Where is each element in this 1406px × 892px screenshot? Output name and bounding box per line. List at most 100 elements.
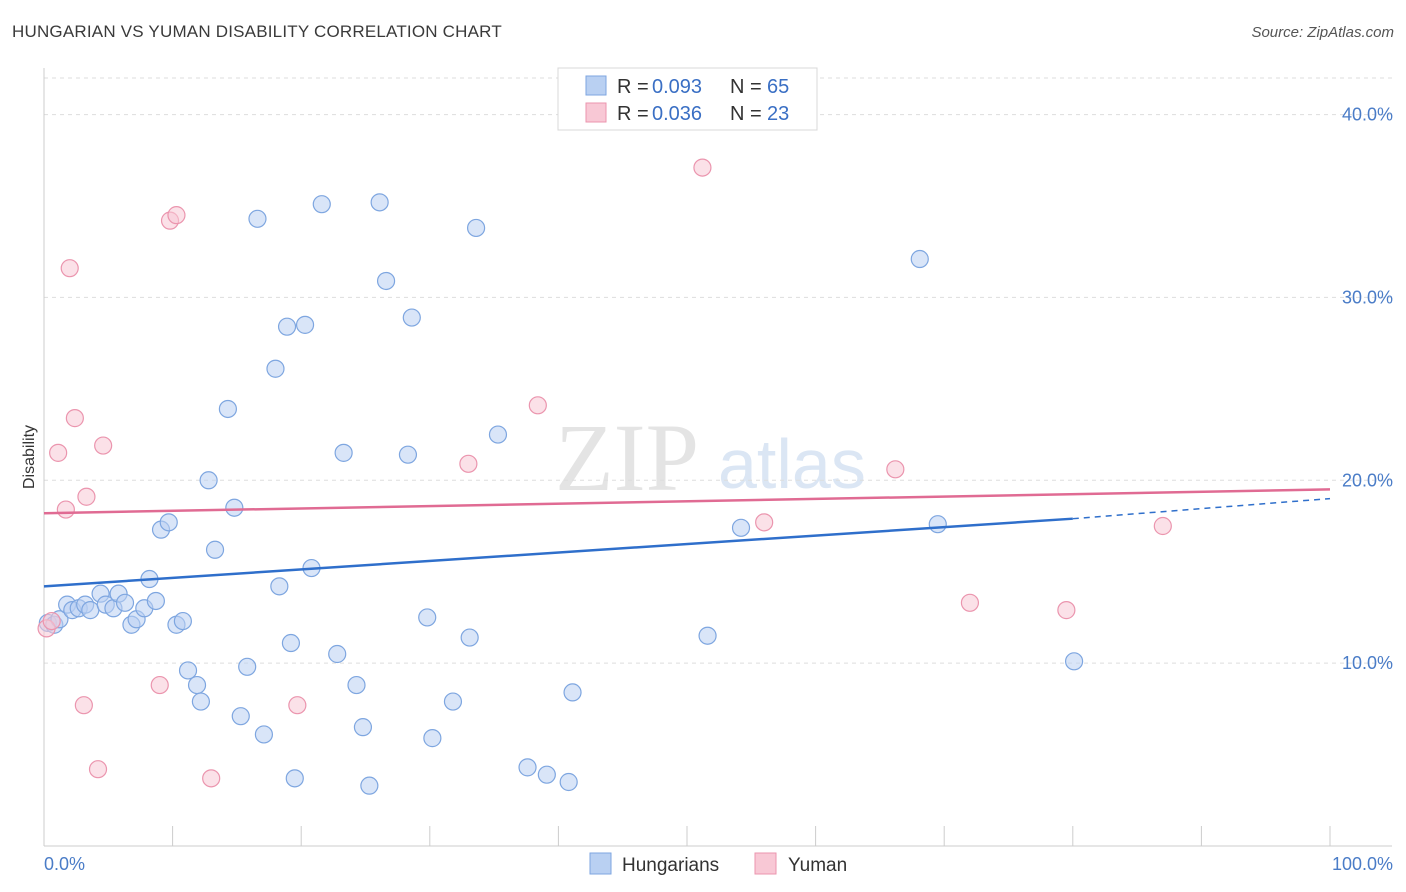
hungarians-point-38	[295, 315, 315, 334]
yuman-point-4	[65, 409, 84, 428]
hungarians-point-64	[1064, 652, 1084, 671]
hungarians-trend-extension	[1072, 497, 1331, 520]
hungarians-point-53	[460, 628, 479, 647]
legend-swatch-hungarians	[585, 75, 607, 96]
yuman-point-21	[1153, 516, 1172, 536]
yuman-point-12	[202, 769, 221, 788]
hungarians-point-40	[312, 195, 331, 214]
legend-r-value-yuman: 0.036	[652, 103, 702, 125]
legend-swatch-yuman	[585, 102, 607, 123]
chart-title: HUNGARIAN VS YUMAN DISABILITY CORRELATIO…	[12, 22, 502, 41]
hungarians-point-44	[353, 718, 373, 737]
hungarians-point-49	[402, 308, 421, 327]
yuman-point-5	[74, 696, 93, 715]
hungarians-point-34	[270, 577, 289, 596]
hungarians-point-36	[285, 769, 304, 788]
yuman-point-16	[693, 158, 712, 177]
y-tick-label-10: 10.0%	[1342, 653, 1393, 673]
hungarians-point-12	[115, 593, 135, 612]
hungarians-point-32	[254, 725, 274, 744]
bottom-swatch-hungarians	[589, 852, 612, 875]
hungarians-point-25	[199, 471, 218, 490]
hungarians-point-55	[488, 425, 508, 444]
legend-r-value-hungarians: 0.093	[652, 76, 702, 98]
yuman-point-1	[49, 443, 68, 462]
hungarians-point-29	[231, 707, 250, 726]
yuman-point-3	[60, 259, 79, 278]
hungarians-point-7	[81, 601, 100, 620]
hungarians-point-23	[187, 675, 207, 695]
yuman-point-14	[459, 454, 478, 473]
hungarians-point-47	[376, 271, 396, 291]
bottom-legend-hungarians: Hungarians	[622, 855, 719, 876]
hungarians-point-31	[248, 209, 267, 228]
hungarians-point-21	[173, 611, 192, 631]
yuman-point-18	[886, 460, 905, 479]
yuman-point-2	[56, 500, 75, 519]
x-tick-label-0: 0.0%	[44, 854, 85, 874]
yuman-point-6	[77, 487, 96, 506]
hungarians-point-22	[178, 661, 198, 680]
hungarians-point-45	[360, 776, 379, 795]
stats-legend: R = 0.093 N = 65 R = 0.036 N = 23	[557, 67, 818, 131]
hungarians-point-26	[205, 540, 225, 559]
hungarians-point-61	[731, 518, 751, 537]
hungarians-point-27	[218, 399, 237, 419]
bottom-swatch-yuman	[754, 852, 777, 875]
hungarians-point-56	[518, 758, 537, 777]
yuman-point-20	[1057, 601, 1076, 620]
hungarians-point-58	[559, 772, 578, 792]
hungarians-point-57	[537, 765, 556, 784]
yuman-point-11	[167, 206, 186, 225]
hungarians-point-52	[443, 692, 463, 711]
hungarians-point-41	[328, 644, 347, 664]
hungarians-point-50	[418, 608, 437, 627]
legend-r-label-yuman: R =	[617, 103, 649, 125]
yuman-trend-line	[43, 488, 1331, 515]
legend-n-label-yuman: N =	[730, 103, 762, 125]
watermark-atlas: atlas	[718, 425, 866, 503]
hungarians-point-59	[563, 683, 582, 702]
x-ticks	[43, 826, 1331, 846]
yuman-point-17	[755, 513, 774, 532]
hungarians-point-42	[334, 443, 353, 462]
yuman-point-7	[88, 760, 108, 779]
legend-n-value-hungarians: 65	[767, 76, 789, 98]
yuman-point-8	[94, 436, 113, 455]
yuman-points	[37, 158, 1172, 788]
hungarians-point-37	[281, 633, 301, 653]
bottom-legend-yuman: Yuman	[788, 855, 847, 876]
hungarians-trend-line	[43, 517, 1073, 588]
hungarians-point-63	[928, 515, 947, 534]
hungarians-point-51	[423, 729, 442, 748]
hungarians-point-35	[277, 317, 297, 336]
trend-lines	[43, 488, 1331, 588]
source-label: Source: ZipAtlas.com	[1251, 24, 1394, 41]
hungarians-point-62	[910, 249, 929, 269]
legend-n-value-yuman: 23	[767, 103, 789, 125]
hungarians-point-54	[466, 218, 486, 238]
yuman-point-19	[960, 593, 980, 612]
yuman-point-15	[528, 396, 547, 415]
y-axis-label: Disability	[21, 425, 38, 489]
hungarians-point-46	[370, 193, 389, 212]
hungarians-point-60	[698, 626, 717, 645]
hungarians-point-17	[146, 591, 165, 611]
y-tick-labels: 10.0% 20.0% 30.0% 40.0%	[1342, 105, 1393, 674]
hungarians-point-28	[225, 498, 244, 517]
yuman-point-9	[150, 675, 169, 695]
hungarians-point-48	[398, 445, 418, 464]
hungarians-point-19	[159, 513, 178, 532]
watermark-zip: ZIP	[555, 404, 699, 511]
yuman-point-13	[288, 696, 307, 715]
legend-r-label-hungarians: R =	[617, 76, 649, 98]
y-tick-label-20: 20.0%	[1342, 470, 1393, 490]
yuman-point-22	[42, 611, 61, 631]
legend-n-label-hungarians: N =	[730, 76, 762, 98]
x-tick-label-100: 100.0%	[1332, 854, 1393, 874]
hungarians-point-43	[347, 675, 366, 695]
y-tick-label-40: 40.0%	[1342, 105, 1393, 125]
hungarians-point-24	[191, 692, 210, 711]
series-legend: Hungarians Yuman	[589, 852, 847, 876]
